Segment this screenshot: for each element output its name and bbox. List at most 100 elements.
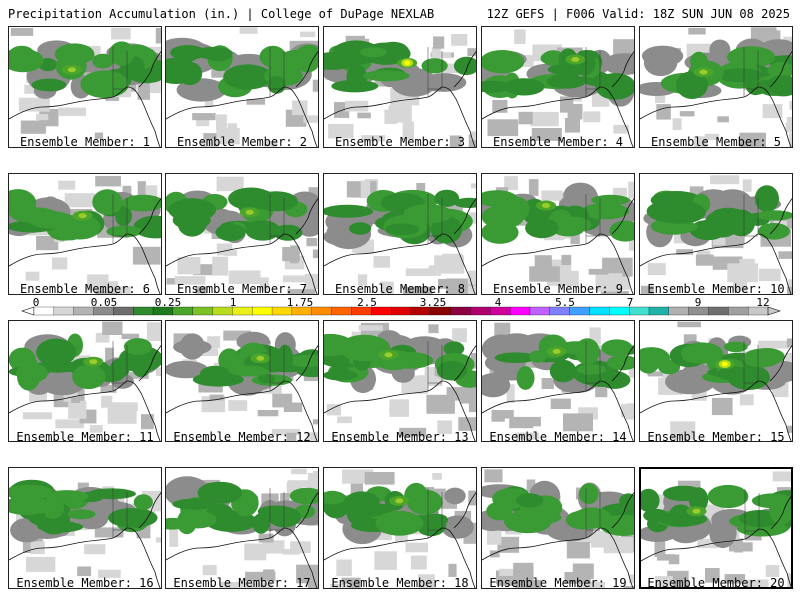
trace-precip-area [389, 406, 408, 412]
trace-precip-area [603, 537, 634, 554]
trace-precip-area [109, 402, 138, 412]
coastline [9, 380, 161, 441]
ensemble-map-panel[interactable] [8, 467, 162, 589]
ensemble-map-panel[interactable] [165, 320, 319, 442]
trace-precip-area [693, 136, 708, 147]
precip-band [555, 216, 592, 233]
precip-band [223, 64, 273, 90]
trace-precip-area [312, 79, 318, 92]
colorbar-tick-label: 4 [494, 296, 502, 309]
trace-precip-area [629, 574, 634, 584]
trace-precip-area [647, 371, 663, 377]
precip-band [67, 509, 96, 520]
precip-band [214, 509, 239, 521]
trace-precip-area [58, 107, 86, 116]
precip-band [324, 370, 358, 381]
trace-precip-area [486, 527, 502, 545]
ensemble-map-panel[interactable] [323, 467, 477, 589]
trace-precip-area [218, 581, 245, 588]
coastline [295, 51, 318, 88]
trace-precip-area [246, 99, 266, 105]
colorbar-tick-label: 7 [626, 296, 634, 309]
trace-precip-area [458, 417, 476, 431]
trace-precip-area [197, 348, 219, 356]
trace-precip-area [711, 397, 733, 416]
ensemble-map-panel[interactable] [639, 26, 793, 148]
coastline [295, 198, 318, 235]
trace-precip-area [494, 322, 511, 337]
trace-precip-area [287, 480, 314, 488]
trace-precip-area [177, 257, 201, 275]
trace-precip-area [345, 35, 365, 44]
ensemble-map-panel[interactable] [481, 173, 635, 295]
trace-precip-area [786, 117, 792, 133]
coastline [640, 86, 792, 147]
precipitation-colorbar [21, 306, 781, 316]
trace-precip-area [428, 265, 441, 276]
colorbar-tick-label: 0.25 [154, 296, 182, 309]
colorbar-tick-label: 2.5 [357, 296, 377, 309]
ensemble-map-panel[interactable] [481, 320, 635, 442]
trace-precip-area [304, 273, 318, 290]
ensemble-map-panel[interactable] [8, 26, 162, 148]
precip-band [31, 78, 67, 92]
valid-time-label: 12Z GEFS | F006 Valid: 18Z SUN JUN 08 20… [486, 7, 790, 21]
ensemble-map-panel[interactable] [165, 26, 319, 148]
ensemble-map-panel[interactable] [323, 26, 477, 148]
trace-precip-area [258, 533, 274, 543]
trace-precip-area [306, 432, 318, 441]
trace-precip-area [724, 574, 746, 584]
light-precip-area [441, 515, 474, 539]
precip-band [572, 507, 612, 529]
colorbar-swatch [192, 306, 213, 316]
ensemble-member-label: Ensemble Member: 16 [16, 576, 154, 590]
precip-band [115, 205, 132, 227]
trace-precip-area [239, 27, 258, 34]
ensemble-map-panel[interactable] [8, 320, 162, 442]
ensemble-map-panel[interactable] [323, 173, 477, 295]
trace-precip-area [264, 140, 278, 147]
colorbar-swatch [252, 306, 273, 316]
precip-band [727, 209, 756, 237]
trace-precip-area [431, 46, 441, 59]
trace-precip-area [89, 425, 103, 433]
ensemble-map-panel[interactable] [639, 173, 793, 295]
ensemble-map-panel[interactable] [481, 26, 635, 148]
ensemble-map-panel[interactable] [639, 320, 793, 442]
precip-band [540, 52, 557, 64]
trace-precip-area [710, 175, 740, 185]
trace-precip-area [115, 286, 131, 294]
heavy-precip-area [571, 57, 580, 62]
trace-precip-area [155, 367, 161, 377]
ensemble-map-panel[interactable] [481, 467, 635, 589]
precip-band [665, 221, 698, 233]
trace-precip-area [461, 285, 476, 294]
ensemble-map-panel[interactable] [8, 173, 162, 295]
trace-precip-area [243, 582, 273, 588]
trace-precip-area [207, 336, 221, 349]
precip-band [9, 496, 53, 516]
trace-precip-area [496, 575, 528, 586]
trace-precip-area [104, 281, 119, 293]
ensemble-map-panel[interactable] [323, 320, 477, 442]
state-border [112, 194, 128, 244]
precip-band [170, 45, 206, 61]
coastline [482, 233, 634, 294]
precip-band [289, 487, 318, 505]
trace-precip-area [58, 180, 76, 190]
ensemble-member-label: Ensemble Member: 14 [489, 430, 627, 444]
ensemble-member-label: Ensemble Member: 3 [334, 135, 466, 149]
trace-precip-area [679, 111, 695, 117]
trace-precip-area [193, 264, 216, 276]
ensemble-map-panel[interactable] [165, 173, 319, 295]
trace-precip-area [742, 179, 752, 192]
precip-band [349, 222, 372, 235]
precip-band [267, 506, 302, 528]
precip-band [363, 70, 410, 82]
precip-band [172, 498, 216, 510]
ensemble-map-panel[interactable] [639, 467, 793, 589]
trace-precip-area [223, 330, 251, 341]
ensemble-map-panel[interactable] [165, 467, 319, 589]
trace-precip-area [438, 279, 462, 289]
trace-precip-area [772, 471, 791, 482]
